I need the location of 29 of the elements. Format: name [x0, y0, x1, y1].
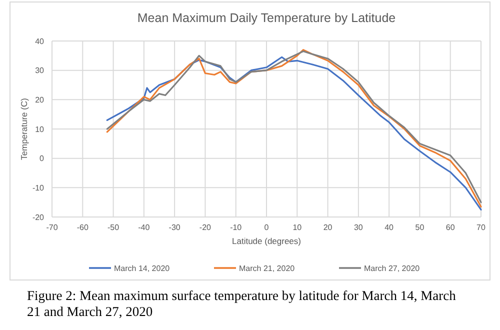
x-tick-label: 20 — [323, 223, 333, 232]
chart-title: Mean Maximum Daily Temperature by Latitude — [137, 11, 396, 25]
x-tick-label: 60 — [446, 223, 456, 232]
legend-label: March 27, 2020 — [364, 264, 420, 273]
x-tick-label: -50 — [108, 223, 120, 232]
x-tick-label: 50 — [415, 223, 425, 232]
x-tick-label: -10 — [230, 223, 242, 232]
x-tick-label: 0 — [264, 223, 270, 232]
x-tick-label: -70 — [46, 223, 58, 232]
y-axis-title: Temperature (C) — [19, 98, 29, 160]
x-tick-label: -60 — [76, 223, 89, 232]
x-tick-label: -40 — [138, 223, 150, 232]
x-axis-title: Latitude (degrees) — [232, 236, 302, 246]
y-tick-label: 20 — [35, 95, 45, 104]
legend-label: March 21, 2020 — [239, 264, 296, 273]
caption: Figure 2: Mean maximum surface temperature by latitude for March 14, March 21 and March 27, 2020 — [27, 288, 456, 319]
y-tick-label: -10 — [32, 183, 45, 192]
y-tick-label: 30 — [35, 66, 45, 76]
x-tick-label: 70 — [476, 223, 486, 232]
x-tick-label: 30 — [354, 223, 364, 232]
x-tick-label: -20 — [199, 223, 212, 232]
y-tick-label: 0 — [40, 154, 45, 164]
y-tick-label: -20 — [32, 212, 45, 222]
y-tick-label: 10 — [35, 124, 45, 134]
y-tick-label: 40 — [35, 36, 45, 46]
legend-label: March 14, 2020 — [114, 264, 170, 273]
x-tick-label: 40 — [384, 223, 394, 232]
x-tick-label: 10 — [292, 223, 302, 232]
x-tick-label: -30 — [168, 223, 181, 232]
